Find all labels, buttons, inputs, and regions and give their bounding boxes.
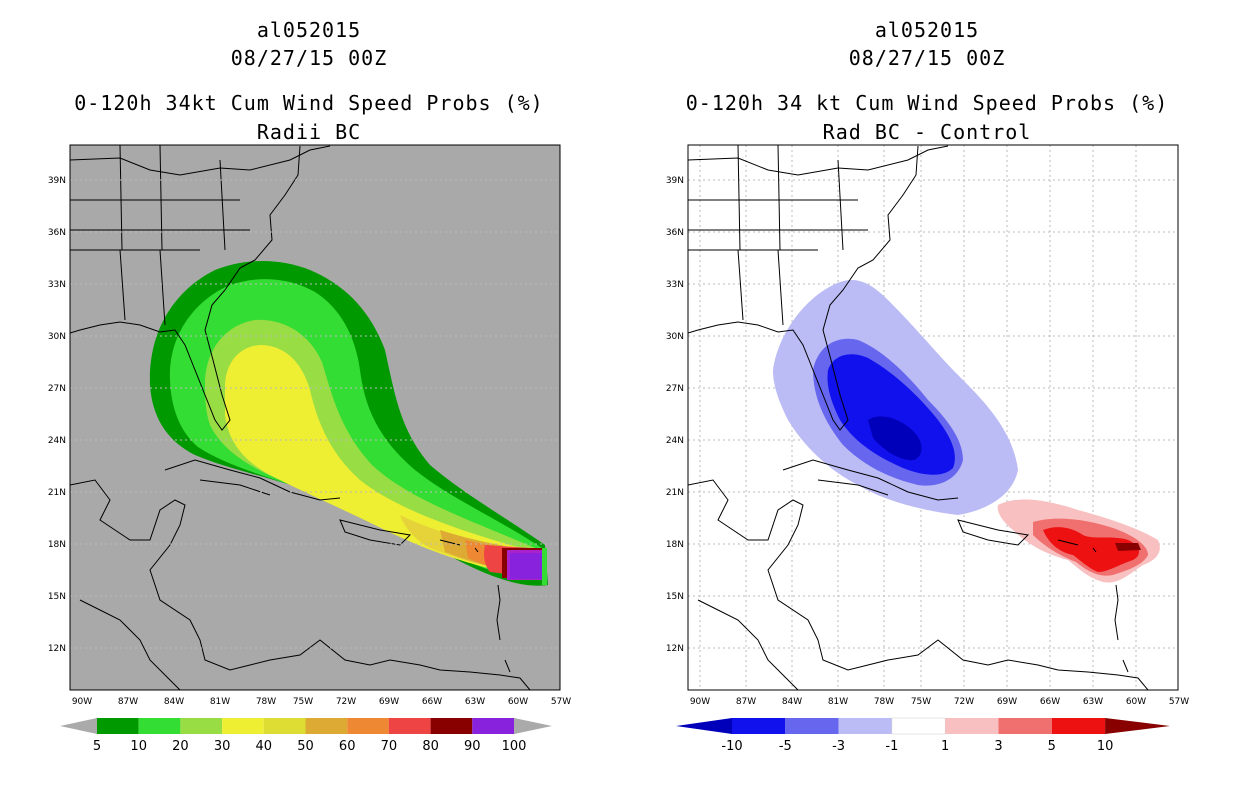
right-cb-label-6: 5: [1048, 739, 1056, 754]
right-subtitle: Rad BC - Control: [822, 120, 1032, 144]
left-cb-label-7: 70: [381, 739, 398, 754]
r-lon-label-66w: 66W: [1040, 697, 1060, 707]
diff-neg-10-contour: [868, 416, 922, 461]
right-title: 0-120h 34 kt Cum Wind Speed Probs (%): [685, 91, 1169, 115]
left-storm-id: al052015: [256, 18, 362, 42]
right-map: 39N 36N 33N 30N 27N 24N 21N 18N 15N 12N …: [666, 144, 1189, 754]
r-lon-label-57w: 57W: [1169, 697, 1189, 707]
left-coastlines: [70, 145, 531, 690]
lon-label-63w: 63W: [465, 697, 485, 707]
r-lat-label-21n: 21N: [666, 488, 684, 498]
r-lat-label-15n: 15N: [666, 592, 684, 602]
lat-label-15n: 15N: [48, 592, 66, 602]
lat-label-30n: 30N: [48, 332, 66, 342]
lat-label-21n: 21N: [48, 488, 66, 498]
left-cb-label-2: 20: [172, 739, 189, 754]
left-cb-label-4: 40: [256, 739, 273, 754]
left-cb-label-9: 90: [464, 739, 481, 754]
right-cb-label-4: 1: [941, 739, 949, 754]
lon-label-66w: 66W: [422, 697, 442, 707]
right-datetime: 08/27/15 00Z: [848, 46, 1006, 70]
right-cb-label-5: 3: [994, 739, 1002, 754]
r-lon-label-75w: 75W: [911, 697, 931, 707]
prob-edge: [542, 548, 547, 585]
r-lat-label-18n: 18N: [666, 540, 684, 550]
left-cb-label-10: 100: [502, 739, 527, 754]
r-lat-label-12n: 12N: [666, 644, 684, 654]
right-colorbar: [676, 717, 1170, 735]
lat-label-33n: 33N: [48, 280, 66, 290]
left-cb-label-6: 60: [339, 739, 356, 754]
lat-label-18n: 18N: [48, 540, 66, 550]
left-colorbar: [60, 718, 552, 734]
r-lat-label-24n: 24N: [666, 436, 684, 446]
left-cb-label-0: 5: [93, 739, 101, 754]
prob-100-contour: [510, 553, 542, 579]
lon-label-78w: 78W: [256, 697, 276, 707]
lon-label-69w: 69W: [379, 697, 399, 707]
right-cb-label-0: -10: [721, 739, 742, 754]
lon-label-72w: 72W: [336, 697, 356, 707]
lat-label-36n: 36N: [48, 228, 66, 238]
r-lon-label-78w: 78W: [874, 697, 894, 707]
lon-label-87w: 87W: [118, 697, 138, 707]
right-cb-label-1: -5: [779, 739, 792, 754]
lat-label-39n: 39N: [48, 176, 66, 186]
right-cb-label-2: -3: [832, 739, 845, 754]
r-lat-label-36n: 36N: [666, 228, 684, 238]
left-cb-label-3: 30: [214, 739, 231, 754]
left-gridlines: [70, 179, 560, 649]
lon-label-60w: 60W: [508, 697, 528, 707]
r-lat-label-30n: 30N: [666, 332, 684, 342]
left-datetime: 08/27/15 00Z: [230, 46, 388, 70]
left-cb-label-8: 80: [422, 739, 439, 754]
left-title: 0-120h 34kt Cum Wind Speed Probs (%): [74, 91, 544, 115]
diff-neg-5-contour: [827, 354, 955, 475]
right-storm-id: al052015: [874, 18, 980, 42]
lon-label-75w: 75W: [293, 697, 313, 707]
left-panel: al052015 08/27/15 00Z 0-120h 34kt Cum Wi…: [48, 18, 571, 754]
r-lon-label-69w: 69W: [997, 697, 1017, 707]
diff-pos-10-contour: [1115, 543, 1141, 551]
lon-label-57w: 57W: [551, 697, 571, 707]
r-lon-label-90w: 90W: [690, 697, 710, 707]
lat-label-12n: 12N: [48, 644, 66, 654]
diff-pos-5-contour: [1043, 527, 1140, 572]
r-lon-label-60w: 60W: [1126, 697, 1146, 707]
r-lon-label-63w: 63W: [1083, 697, 1103, 707]
left-cb-label-1: 10: [130, 739, 147, 754]
left-map: 39N 36N 33N 30N 27N 24N 21N 18N 15N 12N …: [48, 144, 571, 754]
lat-label-24n: 24N: [48, 436, 66, 446]
lon-label-81w: 81W: [210, 697, 230, 707]
left-cb-label-5: 50: [297, 739, 314, 754]
r-lat-label-39n: 39N: [666, 176, 684, 186]
lat-label-27n: 27N: [48, 384, 66, 394]
left-subtitle: Radii BC: [256, 120, 362, 144]
r-lon-label-72w: 72W: [954, 697, 974, 707]
right-panel: al052015 08/27/15 00Z 0-120h 34 kt Cum W…: [618, 0, 1236, 800]
r-lat-label-27n: 27N: [666, 384, 684, 394]
right-cb-label-3: -1: [885, 739, 898, 754]
lon-label-84w: 84W: [164, 697, 184, 707]
right-cb-label-7: 10: [1097, 739, 1114, 754]
r-lon-label-81w: 81W: [828, 697, 848, 707]
r-lat-label-33n: 33N: [666, 280, 684, 290]
right-coastlines: [688, 145, 1149, 690]
lon-label-90w: 90W: [72, 697, 92, 707]
prob-30-contour: [225, 345, 538, 575]
r-lon-label-84w: 84W: [782, 697, 802, 707]
r-lon-label-87w: 87W: [736, 697, 756, 707]
